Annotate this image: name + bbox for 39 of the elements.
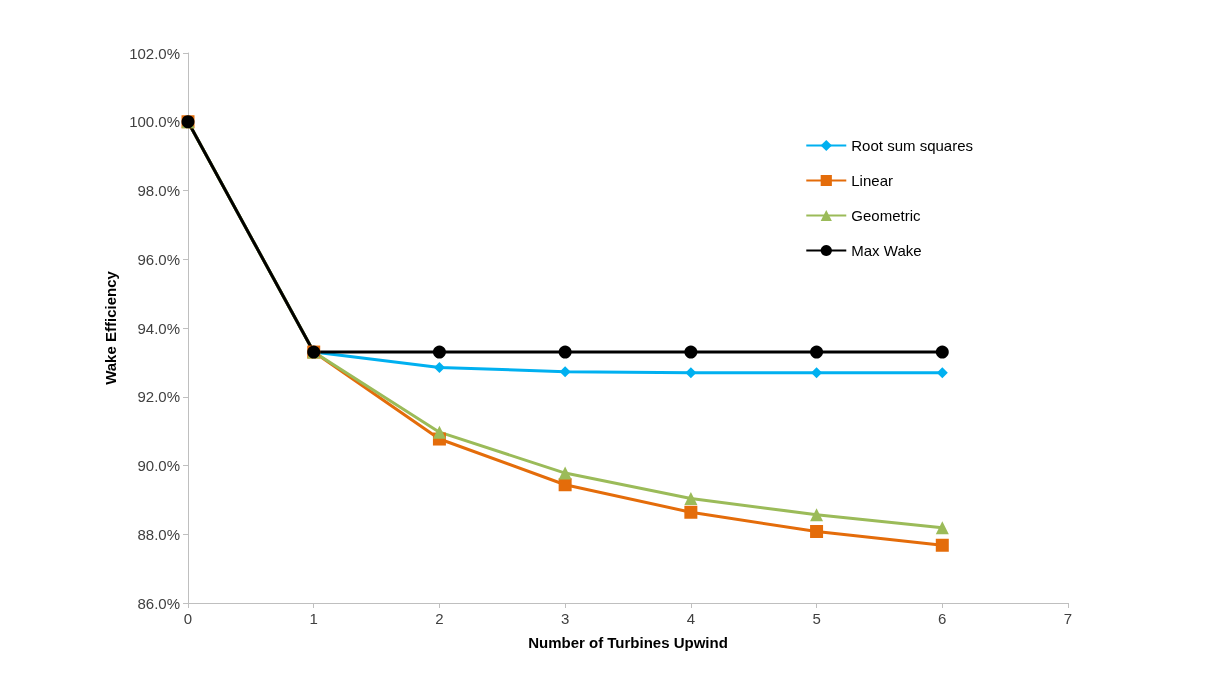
x-tick-label: 3 — [560, 610, 570, 627]
legend-label: Linear — [851, 172, 893, 189]
x-tick-label: 4 — [686, 610, 696, 627]
point — [935, 345, 949, 359]
point — [935, 538, 949, 552]
legend-label: Max Wake — [851, 242, 922, 259]
point — [433, 362, 445, 374]
legend-label: Root sum squares — [851, 137, 974, 154]
point — [558, 345, 572, 359]
point — [558, 466, 572, 480]
y-tick-label: 94.0% — [137, 319, 180, 337]
point — [684, 345, 698, 359]
y-tick-label: 88.0% — [137, 525, 180, 543]
point — [432, 345, 446, 359]
x-axis-title: Number of Turbines Upwind — [528, 634, 728, 651]
x-tick-label: 6 — [938, 610, 947, 627]
point — [936, 367, 948, 379]
y-tick-label: 102.0% — [129, 44, 180, 62]
point — [432, 425, 446, 439]
point — [810, 345, 824, 359]
y-axis-title: Wake Efficiency — [102, 270, 120, 385]
x-tick-label: 7 — [1063, 610, 1073, 627]
point — [685, 367, 697, 379]
point — [684, 492, 698, 505]
x-tick-label: 0 — [183, 610, 193, 627]
point — [684, 505, 698, 519]
x-tick-label: 2 — [435, 610, 444, 627]
y-tick-label: 100.0% — [129, 113, 180, 131]
y-tick-label: 92.0% — [137, 388, 180, 406]
y-tick-label: 86.0% — [137, 594, 180, 612]
point — [935, 521, 949, 535]
x-tick-label: 1 — [309, 610, 318, 627]
y-tick-label: 90.0% — [137, 457, 180, 474]
point — [810, 525, 824, 538]
point — [810, 508, 824, 522]
y-tick-label: 96.0% — [137, 250, 180, 268]
x-tick-label: 5 — [812, 610, 821, 627]
y-tick-label: 98.0% — [137, 182, 180, 199]
legend-label: Geometric — [851, 207, 921, 224]
